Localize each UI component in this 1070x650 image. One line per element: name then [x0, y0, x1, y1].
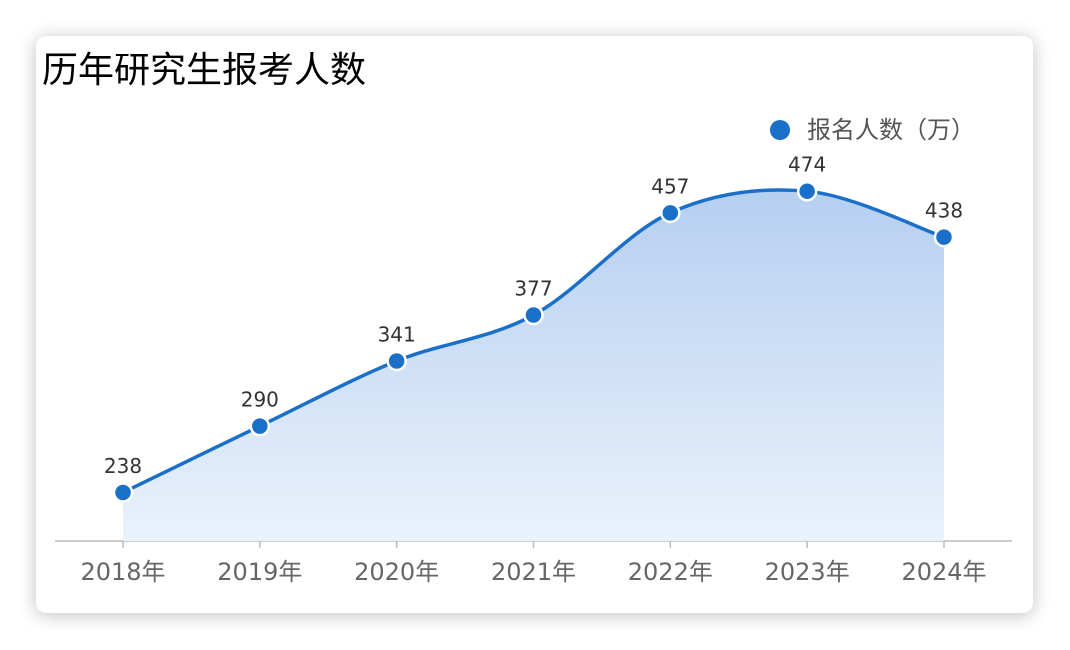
point [249, 415, 271, 437]
point [660, 202, 681, 224]
legend-label: 报名人数（万） [807, 116, 975, 144]
x-tick-label: 2019年 [217, 558, 302, 586]
x-tick-label: 2023年 [765, 558, 850, 586]
x-tick-label: 2020年 [354, 558, 439, 586]
point [796, 180, 818, 202]
x-tick-label: 2022年 [628, 558, 713, 586]
value-label: 238 [104, 454, 142, 478]
value-label: 290 [241, 388, 279, 412]
chart-title: 历年研究生报考人数 [42, 50, 366, 91]
point [386, 350, 407, 372]
x-tick-label: 2024年 [901, 558, 986, 586]
area [123, 189, 944, 541]
point [112, 482, 134, 503]
point [933, 226, 955, 248]
x-tick-label: 2018年 [80, 558, 165, 586]
value-label: 377 [514, 277, 552, 301]
value-label: 341 [378, 322, 416, 346]
value-label: 474 [788, 153, 826, 177]
point [523, 304, 544, 326]
value-label: 457 [651, 174, 689, 198]
x-tick-label: 2021年 [491, 558, 576, 586]
value-label: 438 [925, 199, 963, 223]
legend-marker [770, 120, 790, 140]
